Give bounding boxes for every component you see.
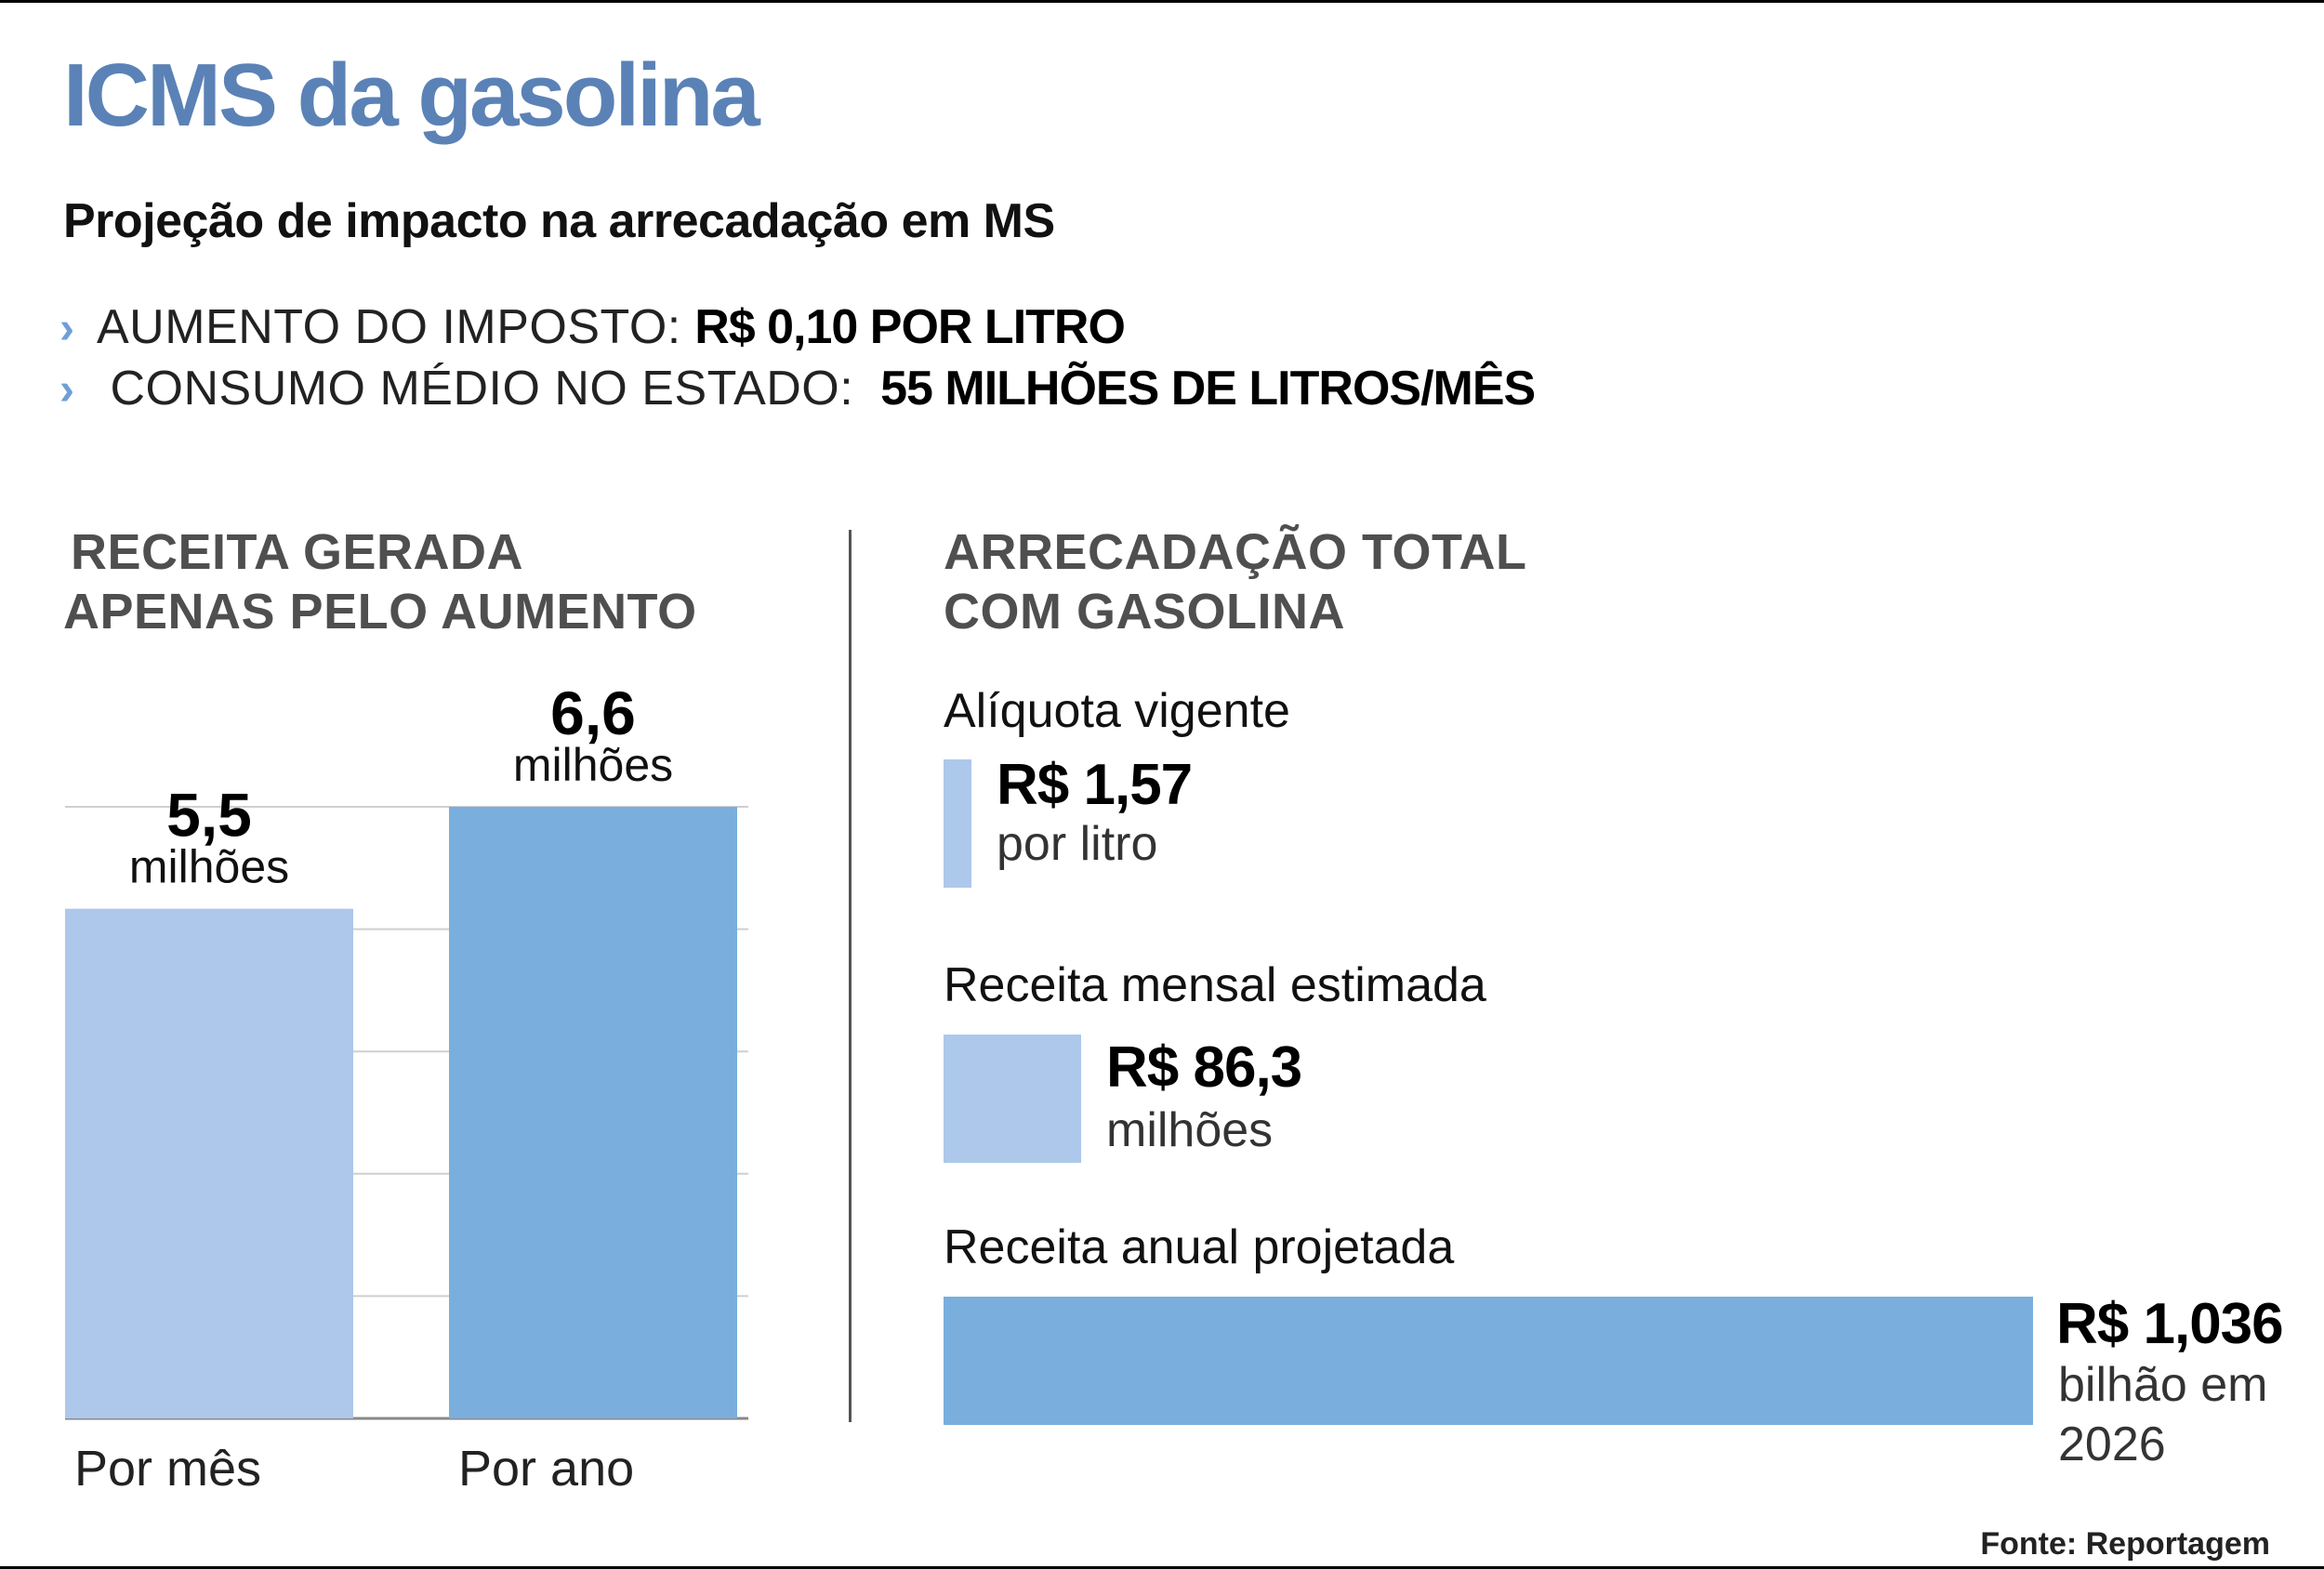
metric-unit-current-rate: por litro bbox=[997, 817, 1158, 871]
page-subtitle: Projeção de impacto na arrecadação em MS bbox=[63, 194, 1055, 248]
right-heading-line1: ARRECADAÇÃO TOTAL bbox=[944, 524, 1527, 580]
bar-value-label: 5,5 bbox=[166, 781, 252, 850]
metric-unit-annual-revenue: bilhão em 2026 bbox=[2058, 1358, 2268, 1471]
fact-value: R$ 0,10 POR LITRO bbox=[694, 300, 1126, 354]
fact-tax-increase: › AUMENTO DO IMPOSTO: R$ 0,10 POR LITRO bbox=[59, 299, 1126, 355]
metric-value-annual-revenue: R$ 1,036 bbox=[2056, 1292, 2284, 1356]
fact-label: AUMENTO DO IMPOSTO: bbox=[97, 300, 681, 354]
left-heading-line2: APENAS PELO AUMENTO bbox=[63, 584, 697, 639]
metric-unit-monthly-revenue: milhões bbox=[1106, 1103, 1274, 1157]
category-label: Por ano bbox=[458, 1441, 634, 1496]
metric-value-current-rate: R$ 1,57 bbox=[997, 753, 1193, 817]
metric-label-annual-revenue: Receita anual projetada bbox=[944, 1220, 1455, 1274]
top-rule bbox=[0, 0, 2324, 3]
page-title: ICMS da gasolina bbox=[63, 46, 760, 145]
chevron-right-icon: › bbox=[59, 304, 74, 353]
fact-consumption: › CONSUMO MÉDIO NO ESTADO: 55 MILHÕES DE… bbox=[59, 361, 1536, 416]
bar bbox=[65, 908, 353, 1418]
bottom-rule bbox=[0, 1566, 2324, 1569]
bar-unit-label: milhões bbox=[513, 739, 673, 791]
metric-label-current-rate: Alíquota vigente bbox=[944, 684, 1290, 738]
fact-value: 55 MILHÕES DE LITROS/MÊS bbox=[880, 362, 1536, 415]
bar bbox=[449, 807, 737, 1418]
metric-bar-monthly-revenue bbox=[944, 1035, 1081, 1163]
bar-unit-label: milhões bbox=[129, 841, 289, 893]
metric-label-monthly-revenue: Receita mensal estimada bbox=[944, 958, 1486, 1012]
source-note: Fonte: Reportagem bbox=[1980, 1526, 2270, 1562]
chevron-right-icon: › bbox=[59, 365, 74, 415]
section-divider bbox=[849, 530, 852, 1422]
fact-label: CONSUMO MÉDIO NO ESTADO: bbox=[110, 362, 854, 415]
metric-bar-annual-revenue bbox=[944, 1297, 2033, 1425]
metric-bar-current-rate bbox=[944, 759, 971, 888]
right-heading-line2: COM GASOLINA bbox=[944, 584, 1345, 639]
left-heading-line1: RECEITA GERADA bbox=[71, 524, 524, 580]
bar-value-label: 6,6 bbox=[550, 679, 636, 747]
category-label: Por mês bbox=[74, 1441, 261, 1496]
metric-value-monthly-revenue: R$ 86,3 bbox=[1106, 1035, 1302, 1100]
